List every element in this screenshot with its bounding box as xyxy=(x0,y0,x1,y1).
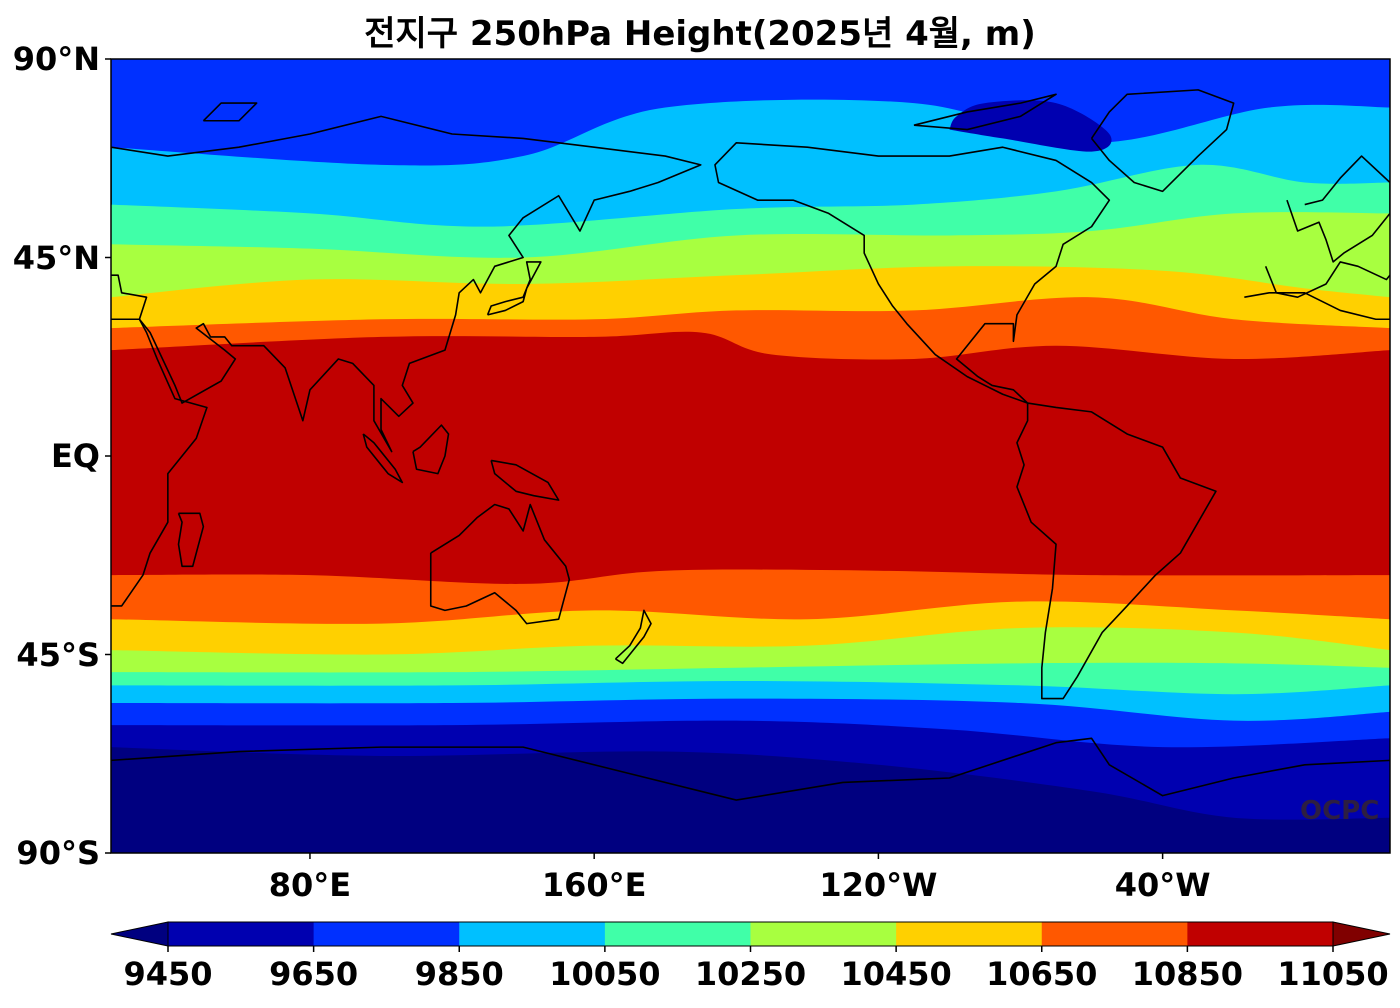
lat-tick-label: EQ xyxy=(50,437,100,475)
colorbar-tick-label: 10450 xyxy=(840,955,952,993)
lat-tick-label: 45°N xyxy=(12,238,100,277)
watermark-ocpc: OCPC xyxy=(1300,796,1380,826)
coastline-south-america xyxy=(1016,402,1217,700)
colorbar-segment xyxy=(459,922,606,946)
colorbar-segment xyxy=(896,922,1043,946)
coastline-borneo xyxy=(412,424,450,475)
colorbar-tick-label: 10050 xyxy=(549,955,661,993)
coastline-canada-islands xyxy=(913,93,1057,131)
colorbar-segment xyxy=(168,922,315,946)
coastline-new-guinea xyxy=(490,459,560,501)
colorbar-over-arrow xyxy=(1332,921,1391,947)
coastline-australia xyxy=(429,503,571,625)
colorbar-under-arrow xyxy=(110,921,169,947)
lon-tick-label: 120°W xyxy=(819,866,938,904)
colorbar-segment xyxy=(750,922,897,946)
coastline-europe-east xyxy=(1264,261,1390,299)
height-band xyxy=(111,747,1390,853)
lat-tick-label: 90°S xyxy=(16,834,100,872)
lat-tick-label: 45°S xyxy=(16,635,100,674)
colorbar-tick-label: 10250 xyxy=(694,955,807,993)
coastline-borneo-sumatra xyxy=(362,433,404,484)
colorbar-tick-label: 9850 xyxy=(414,955,504,993)
coastline-japan xyxy=(486,261,542,316)
coastline-new-zealand xyxy=(614,609,652,665)
coastline-greenland xyxy=(1090,89,1235,193)
coastline-africa-east xyxy=(111,318,208,607)
height-low-region xyxy=(949,100,1112,152)
colorbar-segment xyxy=(1041,922,1188,946)
lon-tick-label: 160°E xyxy=(541,866,647,904)
colorbar-segment xyxy=(313,922,460,946)
coastline-africa xyxy=(1244,291,1390,321)
lon-tick-label: 40°W xyxy=(1114,866,1211,904)
colorbar-segment xyxy=(604,922,751,946)
coastline-madagascar xyxy=(177,512,205,568)
map-title: 전지구 250hPa Height(2025년 4월, m) xyxy=(364,14,1036,54)
colorbar-tick-label: 11050 xyxy=(1277,955,1389,993)
colorbar-tick-label: 9650 xyxy=(269,955,359,993)
colorbar-tick-label: 10650 xyxy=(986,955,1098,993)
coastline-central-america xyxy=(714,142,1111,404)
coastline-eurasia-west xyxy=(111,115,702,453)
coastline-europe-north xyxy=(1286,155,1390,263)
lat-tick-label: 90°N xyxy=(12,40,100,78)
coastline-arctic-islands xyxy=(202,102,258,122)
colorbar-tick-label: 9450 xyxy=(123,955,213,993)
coastline-antarctica xyxy=(111,737,1390,801)
colorbar-tick-label: 10850 xyxy=(1131,955,1244,993)
colorbar-segment xyxy=(1187,922,1334,946)
lon-tick-label: 80°E xyxy=(268,866,352,904)
